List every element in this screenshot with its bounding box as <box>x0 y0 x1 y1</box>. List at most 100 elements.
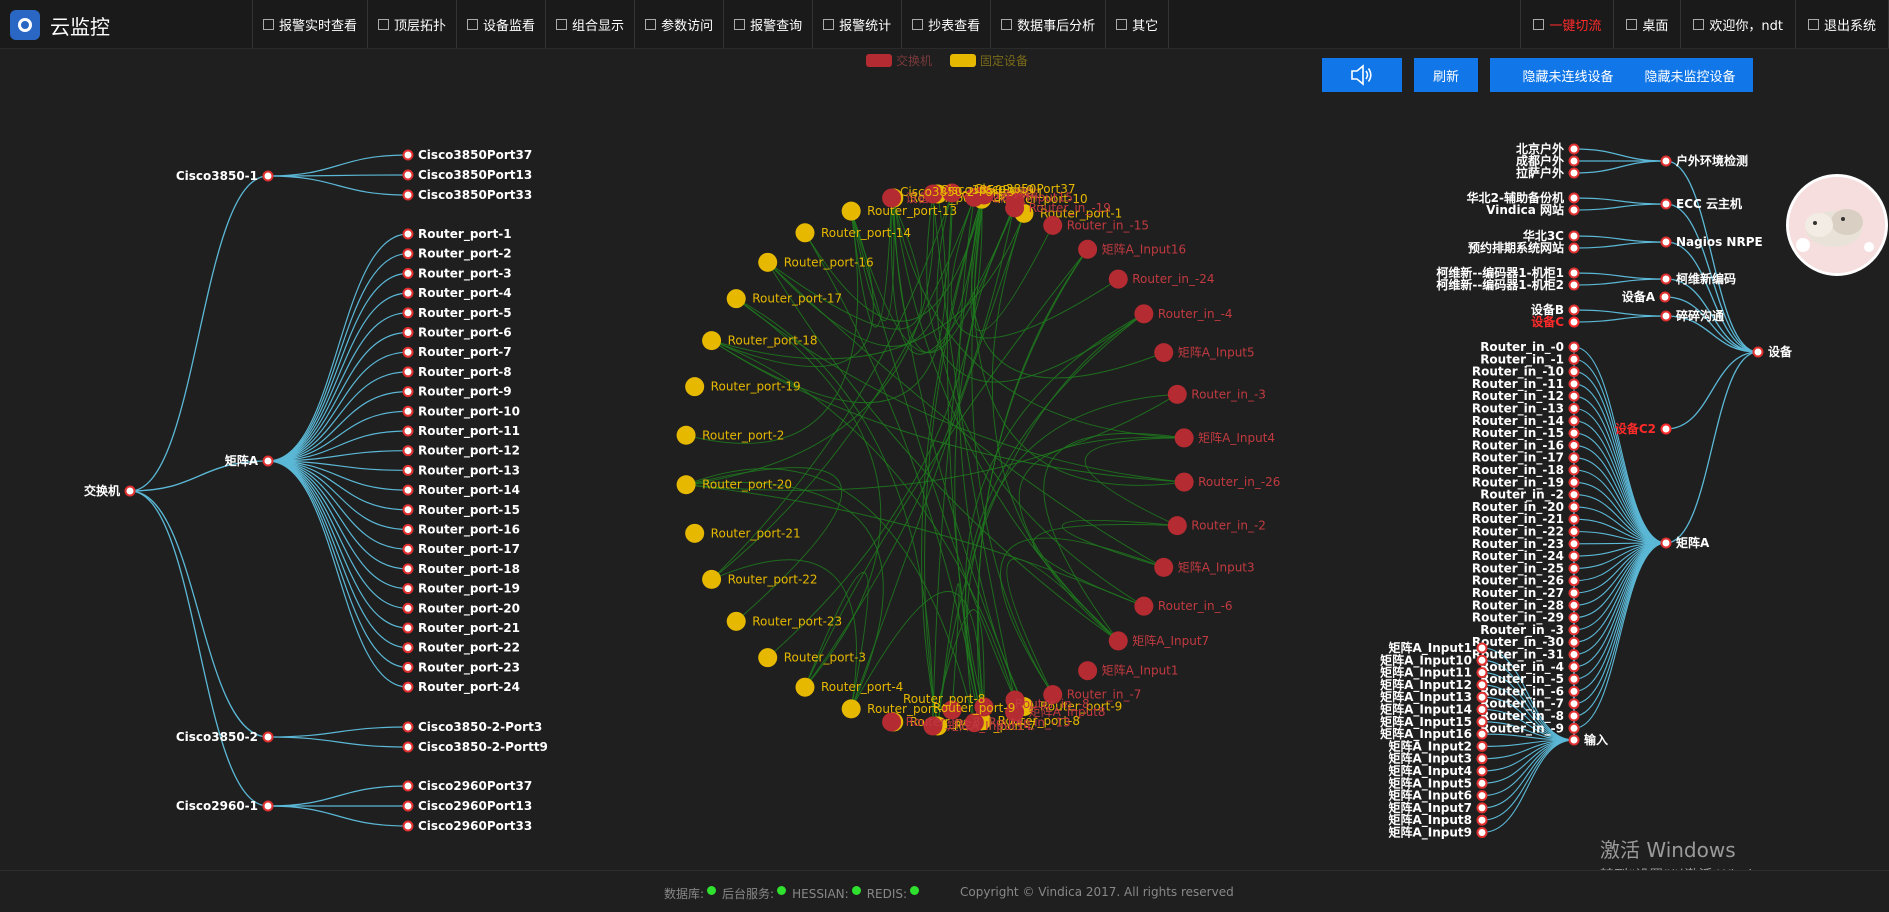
tree-node[interactable]: 柯维新--编码器1-机柜1 <box>1436 265 1580 280</box>
circle-node[interactable]: Router_in_-3 <box>1167 384 1266 404</box>
tree-node[interactable]: 成都户外 <box>1516 153 1580 168</box>
tree-node[interactable]: Router_in_-6 <box>1480 684 1580 699</box>
circle-node[interactable] <box>974 185 994 205</box>
circle-node[interactable]: Router_port-22 <box>702 569 818 589</box>
tree-node[interactable]: Router_port-11 <box>402 424 521 439</box>
circle-node[interactable] <box>942 183 962 203</box>
nav-device-monitor[interactable]: 设备监看 <box>456 0 545 48</box>
hide-unconnected-button[interactable]: 隐藏未连线设备 <box>1490 58 1646 92</box>
tree-node[interactable]: 矩阵A_Input9 <box>1387 825 1488 841</box>
circle-node[interactable]: Router_port-16 <box>758 252 874 272</box>
tree-node[interactable]: 华北2-辅助备份机 <box>1467 190 1580 205</box>
tree-node[interactable]: Cisco3850Port33 <box>402 188 533 202</box>
tree-node[interactable]: Router_port-20 <box>402 601 521 616</box>
tree-node[interactable]: Router_port-3 <box>402 266 512 281</box>
tree-node[interactable]: Cisco3850Port37 <box>402 148 533 162</box>
tree-node[interactable]: Router_in_-30 <box>1472 635 1580 650</box>
legend-switch-label[interactable]: 交换机 <box>896 54 933 68</box>
tree-node[interactable]: Router_in_-23 <box>1472 537 1580 552</box>
sound-toggle-button[interactable] <box>1322 58 1402 92</box>
legend-fixed-label[interactable]: 固定设备 <box>980 54 1029 68</box>
circle-node[interactable]: Router_port-18 <box>702 331 818 351</box>
desktop-link[interactable]: 桌面 <box>1613 0 1680 48</box>
circle-node[interactable]: 矩阵A_Input3 <box>1154 557 1255 577</box>
circle-node[interactable]: 矩阵A_Input7 <box>1108 631 1209 651</box>
tree-node[interactable]: Cisco3850Port13 <box>402 168 533 182</box>
circle-node[interactable]: Router_in_-8 <box>882 712 980 732</box>
tree-node[interactable]: 设备C2 <box>1615 421 1672 436</box>
tree-node[interactable]: 矩阵A_Input5 <box>1387 775 1488 791</box>
tree-node[interactable]: Cisco3850-2-Port3 <box>402 720 543 734</box>
tree-node[interactable]: Vindica 网站 <box>1486 202 1580 217</box>
tree-node[interactable]: 华北3C <box>1523 228 1580 243</box>
tree-node[interactable]: 矩阵A_Input3 <box>1387 751 1488 767</box>
circle-node[interactable]: Router_port-13 <box>841 201 957 221</box>
tree-node[interactable]: Router_in_-0 <box>1480 340 1580 355</box>
tree-node[interactable]: 设备C <box>1531 314 1580 329</box>
tree-node[interactable]: 矩阵A_Input16 <box>1379 726 1488 742</box>
tree-node[interactable]: Router_in_-24 <box>1472 549 1580 564</box>
tree-node[interactable]: Router_port-18 <box>402 562 521 577</box>
tree-node[interactable]: Router_port-17 <box>402 542 521 557</box>
tree-node[interactable]: ECC 云主机 <box>1660 196 1743 211</box>
tree-node[interactable]: Router_port-7 <box>402 345 512 360</box>
tree-node[interactable]: Router_in_-7 <box>1480 697 1580 712</box>
tree-node[interactable]: Router_in_-19 <box>1472 475 1580 490</box>
circle-node[interactable]: Router_port-19 <box>685 377 801 397</box>
circle-node[interactable]: Router_in_-7 <box>1043 685 1141 705</box>
circle-node[interactable]: Router_in_-2 <box>1167 516 1266 536</box>
tree-node[interactable]: 矩阵A <box>224 453 274 468</box>
tree-node[interactable]: Router_port-2 <box>402 247 512 262</box>
nav-alarm-query[interactable]: 报警查询 <box>723 0 812 48</box>
nav-param-access[interactable]: 参数访问 <box>634 0 723 48</box>
circle-node[interactable]: Router_in_-4 <box>1134 304 1233 324</box>
nav-other[interactable]: 其它 <box>1105 0 1170 48</box>
tree-node[interactable]: Router_in_-22 <box>1472 525 1580 540</box>
circle-node[interactable]: Router_port-5 <box>841 699 950 719</box>
hide-unmonitored-button[interactable]: 隐藏未监控设备 <box>1627 58 1753 92</box>
circle-node[interactable]: 矩阵A_Input14 <box>923 716 1031 736</box>
nav-post-analysis[interactable]: 数据事后分析 <box>990 0 1105 48</box>
circle-node[interactable] <box>1005 191 1025 211</box>
tree-node[interactable]: Cisco3850-1 <box>176 169 274 183</box>
tree-node[interactable]: 矩阵A <box>1660 535 1711 550</box>
tree-node[interactable]: Router_in_-20 <box>1472 500 1580 515</box>
tree-node[interactable]: 设备B <box>1531 302 1580 317</box>
tree-node[interactable]: Router_in_-16 <box>1472 438 1580 453</box>
tree-node[interactable]: Cisco2960Port37 <box>402 779 533 793</box>
tree-node[interactable]: Router_port-16 <box>402 523 521 538</box>
tree-node[interactable]: Router_in_-3 <box>1480 623 1580 638</box>
refresh-button[interactable]: 刷新 <box>1414 58 1478 92</box>
tree-node[interactable]: Router_port-23 <box>402 660 521 675</box>
tree-node[interactable]: 矩阵A_Input13 <box>1379 689 1488 705</box>
tree-node[interactable]: 交换机 <box>84 483 136 498</box>
tree-node[interactable]: Cisco3850-2-Portt9 <box>402 740 548 754</box>
tree-node[interactable]: 碎碎沟通 <box>1660 308 1725 323</box>
tree-node[interactable]: 矩阵A_Input2 <box>1387 738 1488 754</box>
welcome-user[interactable]: 欢迎你，ndt <box>1680 0 1795 48</box>
tree-node[interactable]: Router_in_-26 <box>1472 574 1580 589</box>
tree-node[interactable]: Router_port-5 <box>402 306 512 321</box>
tree-node[interactable]: 矩阵A_Input14 <box>1379 702 1488 718</box>
nav-top-topology[interactable]: 顶层拓扑 <box>367 0 456 48</box>
tree-node[interactable]: Router_in_-31 <box>1472 648 1580 663</box>
tree-node[interactable]: Router_in_-1 <box>1480 352 1580 367</box>
tree-node[interactable]: Router_in_-21 <box>1472 512 1580 527</box>
circle-node[interactable]: Router_in_-24 <box>1108 269 1215 289</box>
tree-node[interactable]: Router_in_-2 <box>1480 488 1580 503</box>
circle-node[interactable] <box>974 697 994 717</box>
tree-node[interactable]: Router_port-1 <box>402 227 512 242</box>
tree-node[interactable]: 柯维新--编码器1-机柜2 <box>1436 277 1580 292</box>
tree-node[interactable]: 矩阵A_Input11 <box>1379 665 1488 681</box>
tree-node[interactable]: Router_in_-15 <box>1472 426 1580 441</box>
nav-alarm-realtime[interactable]: 报警实时查看 <box>252 0 367 48</box>
tree-node[interactable]: 矩阵A_Input8 <box>1387 812 1488 828</box>
tree-node[interactable]: Router_port-6 <box>402 326 512 341</box>
tree-node[interactable]: Router_in_-14 <box>1472 414 1580 429</box>
circle-node[interactable]: Router_port-17 <box>726 289 842 309</box>
circle-node[interactable] <box>1005 690 1025 710</box>
tree-node[interactable]: Router_in_-10 <box>1472 365 1580 380</box>
circle-node[interactable]: Router_port-4 <box>795 677 903 697</box>
tree-node[interactable]: 输入 <box>1568 732 1609 747</box>
tree-node[interactable]: Router_in_-27 <box>1472 586 1580 601</box>
